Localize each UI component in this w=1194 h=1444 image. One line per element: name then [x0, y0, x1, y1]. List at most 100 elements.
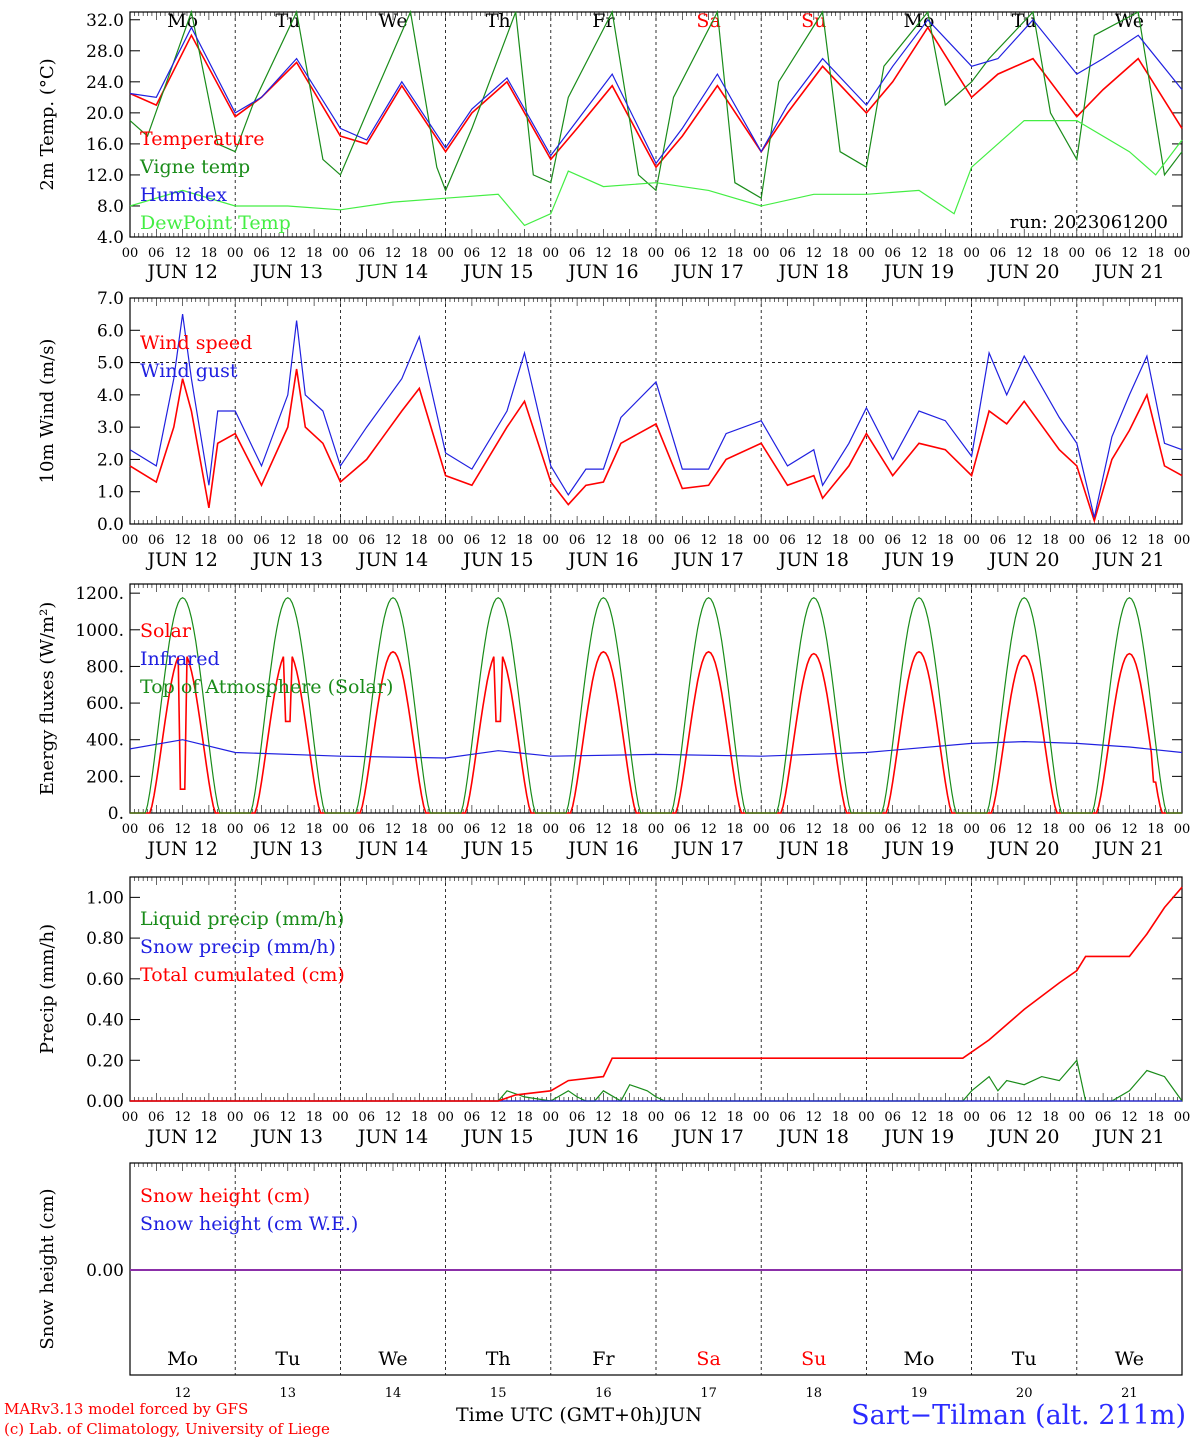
- hour-tick-label: 12: [911, 533, 928, 548]
- y-tick-label: 8.0: [97, 197, 124, 217]
- y-axis-label: Precip (mm/h): [37, 924, 58, 1054]
- hour-tick-label: 12: [595, 533, 612, 548]
- y-tick-label: 400.: [86, 731, 124, 751]
- y-tick-label: 800.: [86, 657, 124, 677]
- hour-tick-label: 00: [963, 1110, 980, 1125]
- hour-tick-label: 18: [621, 822, 638, 837]
- hour-tick-label: 06: [779, 822, 796, 837]
- hour-tick-label: 12: [385, 246, 402, 261]
- hour-tick-label: 06: [1095, 822, 1112, 837]
- hour-tick-label: 12: [911, 822, 928, 837]
- hour-tick-label: 12: [595, 822, 612, 837]
- hour-tick-label: 06: [884, 533, 901, 548]
- date-label: JUN 19: [882, 549, 954, 571]
- model-credit: MARv3.13 model forced by GFS: [4, 1400, 249, 1418]
- legend-entry: Wind gust: [140, 360, 238, 382]
- hour-tick-label: 12: [1121, 1110, 1138, 1125]
- hour-tick-label: 12: [1121, 822, 1138, 837]
- hour-tick-label: 18: [306, 533, 323, 548]
- hour-tick-label: 18: [1042, 1110, 1059, 1125]
- weekday-label: Tu: [275, 1348, 300, 1370]
- hour-tick-label: 18: [411, 533, 428, 548]
- date-label: JUN 21: [1092, 261, 1164, 283]
- hour-tick-label: 06: [148, 822, 165, 837]
- date-label: JUN 13: [251, 838, 323, 860]
- hour-tick-label: 18: [727, 533, 744, 548]
- hour-tick-label: 06: [464, 1110, 481, 1125]
- hour-tick-label: 00: [858, 533, 875, 548]
- hour-tick-label: 18: [516, 246, 533, 261]
- site-label: Sart−Tilman (alt. 211m): [851, 1400, 1186, 1431]
- date-label: JUN 20: [987, 549, 1059, 571]
- hour-tick-label: 18: [937, 533, 954, 548]
- date-label: JUN 16: [566, 549, 638, 571]
- hour-tick-label: 12: [174, 822, 191, 837]
- hour-tick-label: 00: [543, 822, 560, 837]
- hour-tick-label: 06: [253, 246, 270, 261]
- hour-tick-label: 06: [253, 822, 270, 837]
- date-label: JUN 12: [145, 261, 217, 283]
- hour-tick-label: 00: [543, 533, 560, 548]
- hour-tick-label: 18: [306, 822, 323, 837]
- date-label: JUN 12: [145, 1126, 217, 1148]
- hour-tick-label: 12: [700, 822, 717, 837]
- day-number-label: 20: [1016, 1386, 1033, 1401]
- hour-tick-label: 18: [1042, 533, 1059, 548]
- legend-entry: Solar: [140, 620, 192, 642]
- hour-tick-label: 00: [1069, 822, 1086, 837]
- y-tick-label: 3.0: [97, 418, 124, 438]
- hour-tick-label: 00: [122, 822, 139, 837]
- day-number-label: 15: [490, 1386, 507, 1401]
- date-label: JUN 12: [145, 549, 217, 571]
- hour-tick-label: 12: [280, 533, 297, 548]
- series-top-of-atmosphere-solar-: [130, 597, 1182, 814]
- hour-tick-label: 00: [963, 246, 980, 261]
- hour-tick-label: 00: [122, 246, 139, 261]
- hour-tick-label: 18: [1147, 533, 1164, 548]
- date-label: JUN 21: [1092, 838, 1164, 860]
- y-tick-label: 0.: [108, 804, 124, 824]
- hour-tick-label: 06: [779, 533, 796, 548]
- date-label: JUN 15: [461, 261, 533, 283]
- hour-tick-label: 06: [464, 822, 481, 837]
- panel-1: 4.0 8.0 12.0 16.0 20.0 24.0 28.0 32.0 2m Temp. (…: [37, 9, 1190, 283]
- hour-tick-label: 00: [332, 246, 349, 261]
- weekday-label: Sa: [696, 10, 720, 32]
- hour-tick-label: 06: [358, 533, 375, 548]
- date-label: JUN 13: [251, 1126, 323, 1148]
- hour-tick-label: 00: [227, 246, 244, 261]
- hour-tick-label: 00: [858, 822, 875, 837]
- hour-tick-label: 00: [1069, 533, 1086, 548]
- legend-entry: Top of Atmosphere (Solar): [140, 676, 393, 698]
- hour-tick-label: 12: [1016, 1110, 1033, 1125]
- hour-tick-label: 00: [753, 1110, 770, 1125]
- hour-tick-label: 12: [1121, 533, 1138, 548]
- y-tick-label: 0.60: [86, 970, 124, 990]
- hour-tick-label: 00: [1174, 533, 1191, 548]
- hour-tick-label: 18: [201, 1110, 218, 1125]
- weekday-label: Mo: [904, 1348, 935, 1370]
- weekday-label: Tu: [1012, 1348, 1037, 1370]
- hour-tick-label: 12: [700, 533, 717, 548]
- lab-credit: (c) Lab. of Climatology, University of L…: [4, 1420, 330, 1438]
- hour-tick-label: 12: [806, 246, 823, 261]
- weekday-label: Fr: [592, 1348, 615, 1370]
- hour-tick-label: 18: [621, 246, 638, 261]
- hour-tick-label: 00: [227, 1110, 244, 1125]
- hour-tick-label: 06: [148, 533, 165, 548]
- legend-entry: Wind speed: [140, 332, 252, 354]
- month-label: JUN: [661, 1404, 702, 1426]
- hour-tick-label: 12: [490, 533, 507, 548]
- date-label: JUN 17: [671, 261, 743, 283]
- hour-tick-label: 06: [674, 822, 691, 837]
- y-tick-label: 6.0: [97, 321, 124, 341]
- hour-tick-label: 18: [1147, 1110, 1164, 1125]
- hour-tick-label: 18: [411, 822, 428, 837]
- hour-tick-label: 06: [148, 246, 165, 261]
- y-tick-label: 0.00: [86, 1261, 124, 1281]
- hour-tick-label: 18: [727, 246, 744, 261]
- date-label: JUN 14: [356, 838, 428, 860]
- hour-tick-label: 06: [674, 533, 691, 548]
- hour-tick-label: 06: [990, 533, 1007, 548]
- run-label: run: 2023061200: [1010, 212, 1168, 233]
